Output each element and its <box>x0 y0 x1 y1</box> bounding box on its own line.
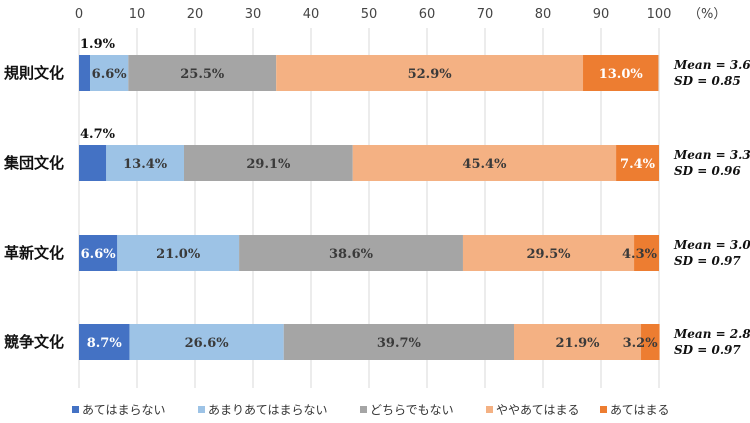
data-label: 21.0% <box>156 247 201 262</box>
x-tick-label: 70 <box>477 7 494 22</box>
bar-segment <box>79 235 118 271</box>
data-label: 4.7% <box>80 127 116 142</box>
legend-label: あてはまらない <box>82 403 166 417</box>
data-label: 1.9% <box>80 37 116 52</box>
legend-swatch <box>600 406 607 413</box>
x-tick-label: 100 <box>647 7 672 22</box>
bar-segment <box>352 145 617 181</box>
legend-label: あまりあてはまらない <box>208 403 328 417</box>
mean-stat: Mean = 3.69 <box>673 58 750 72</box>
data-label: 21.9% <box>556 336 601 351</box>
bar-segment <box>79 145 107 181</box>
bar-segment <box>79 324 130 360</box>
data-label: 13.4% <box>123 157 168 172</box>
bar-segment <box>106 145 184 181</box>
legend-swatch <box>360 406 367 413</box>
x-tick-label: 50 <box>361 7 378 22</box>
bar-segment <box>462 235 635 271</box>
legend-swatch <box>486 406 493 413</box>
x-tick-label: 30 <box>245 7 262 22</box>
x-axis-ticks: 0 10 20 30 40 50 60 70 80 90 100 <box>75 7 672 22</box>
bar-segment <box>117 235 240 271</box>
legend-label: ややあてはまる <box>496 403 580 417</box>
data-label: 4.3% <box>622 247 658 262</box>
x-tick-label: 90 <box>593 7 610 22</box>
mean-stat: Mean = 2.84 <box>673 327 750 341</box>
bar-segment <box>283 324 514 360</box>
mean-stat: Mean = 3.37 <box>673 148 750 162</box>
bar-segment <box>616 145 659 181</box>
legend-label: あてはまる <box>610 403 670 417</box>
bar-segment <box>634 235 659 271</box>
data-label: 7.4% <box>620 157 656 172</box>
legend: あてはまらない あまりあてはまらない どちらでもない ややあてはまる あてはまる <box>72 403 670 417</box>
sd-stat: SD = 0.85 <box>674 74 741 88</box>
sd-stat: SD = 0.96 <box>674 164 741 178</box>
bar-segment <box>128 55 277 91</box>
data-label: 45.4% <box>462 157 507 172</box>
axis-unit-label: （%） <box>688 7 726 22</box>
bar-segment <box>79 55 91 91</box>
bar-segment <box>129 324 284 360</box>
bars <box>79 55 660 360</box>
data-label: 38.6% <box>329 247 374 262</box>
bar-segment <box>183 145 353 181</box>
x-tick-label: 0 <box>75 7 83 22</box>
sd-stat: SD = 0.97 <box>674 343 741 357</box>
sd-stat: SD = 0.97 <box>674 254 741 268</box>
data-label: 29.5% <box>527 247 572 262</box>
data-label: 39.7% <box>377 336 422 351</box>
legend-swatch <box>198 406 205 413</box>
x-tick-label: 80 <box>535 7 552 22</box>
bar-segment <box>514 324 642 360</box>
category-label: 革新文化 <box>4 244 64 262</box>
data-label: 13.0% <box>599 67 644 82</box>
bar-segment <box>641 324 660 360</box>
data-label: 25.5% <box>180 67 225 82</box>
data-label: 8.7% <box>87 336 123 351</box>
mean-stat: Mean = 3.04 <box>673 238 750 252</box>
data-label: 6.6% <box>92 67 128 82</box>
bar-segment <box>239 235 463 271</box>
x-tick-label: 40 <box>303 7 320 22</box>
x-tick-label: 60 <box>419 7 436 22</box>
category-label: 規則文化 <box>4 64 64 82</box>
data-label: 29.1% <box>246 157 291 172</box>
legend-label: どちらでもない <box>370 403 454 417</box>
legend-swatch <box>72 406 79 413</box>
bar-segment <box>276 55 584 91</box>
data-label: 3.2% <box>623 336 659 351</box>
x-tick-label: 10 <box>129 7 146 22</box>
data-label: 26.6% <box>185 336 230 351</box>
category-label: 競争文化 <box>4 333 64 351</box>
bar-segment <box>90 55 129 91</box>
data-label: 6.6% <box>81 247 117 262</box>
x-tick-label: 20 <box>187 7 204 22</box>
data-label: 52.9% <box>408 67 453 82</box>
data-labels: 1.9% 6.6% 25.5% 52.9% 13.0% 4.7% 13.4% 29.1% 45.… <box>80 37 658 351</box>
stat-annotations: Mean = 3.69 SD = 0.85 Mean = 3.37 SD = 0.96… <box>673 58 750 357</box>
category-label: 集団文化 <box>3 154 64 172</box>
bar-segment <box>583 55 659 91</box>
